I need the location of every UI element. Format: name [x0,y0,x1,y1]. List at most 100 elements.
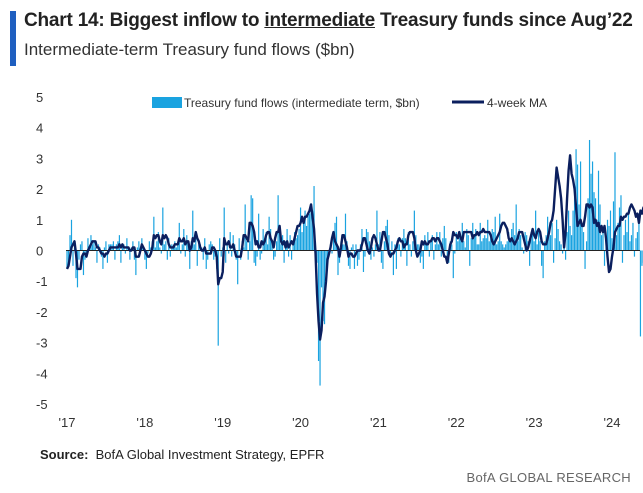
flow-bar [210,241,212,251]
flow-bar [320,250,323,288]
flow-bar [398,244,400,251]
y-tick-label: 0 [36,244,43,259]
flow-bar [274,250,276,257]
flow-bar [243,247,245,251]
x-tick-label: '21 [370,415,387,430]
flow-bar [118,235,120,251]
flow-bar [490,238,492,251]
flow-bar [382,250,384,269]
flow-bar [503,247,505,251]
flow-bar [376,210,378,251]
flow-bar [618,207,621,251]
flow-bar [276,241,278,251]
ma-line [65,154,643,341]
flow-bar [554,238,556,251]
flow-bar [296,235,299,251]
flow-bar [302,222,305,251]
flow-bar [632,222,634,251]
flow-bar [578,204,580,251]
flow-bar [232,235,234,251]
flow-bar [228,250,230,254]
flow-bar [301,232,303,251]
flow-bar [207,250,209,260]
flow-bar [413,210,415,251]
flow-bar [606,219,609,251]
chart-title: Chart 14: Biggest inflow to intermediate… [24,10,633,32]
flow-bar [121,244,123,251]
flow-bar [262,229,264,251]
flow-bar [374,244,377,251]
flow-bar [383,241,386,251]
flow-bar [410,250,412,257]
flow-bar [126,238,128,251]
flow-bar [585,241,588,251]
flow-bar [319,250,321,386]
flow-bar [87,238,89,251]
flow-bar [579,161,582,251]
y-tick-label: -5 [36,397,48,412]
flow-bar [81,241,83,251]
flow-bar [120,250,122,263]
flow-bar [481,241,483,251]
flow-bar [91,244,94,251]
y-tick-label: 1 [36,213,43,228]
flow-bar [102,250,104,269]
flow-bar [452,250,454,279]
flow-bar [521,247,523,251]
flow-bar [582,232,585,251]
flow-bar [160,250,162,254]
title-accent-bar [10,11,16,66]
flow-bar [485,238,487,251]
flow-bar [548,232,550,251]
flow-bar [353,250,356,269]
flow-bar [615,235,618,251]
flow-bar [496,244,498,251]
flow-bar [166,250,168,260]
flow-bar [561,250,564,254]
flow-bar [103,247,106,251]
flow-bar [148,241,150,251]
flow-bar [612,201,615,251]
flow-bar [409,244,411,251]
flow-bar [105,241,107,251]
flow-bar [154,247,156,251]
flow-bar [635,238,637,251]
flow-bar [451,244,453,251]
flow-bar [418,244,420,251]
flow-bar [484,235,486,251]
flow-bar [249,241,251,251]
flow-bar [602,229,604,251]
flow-bar [196,250,198,266]
flow-bar [124,250,126,254]
flow-bar [202,250,204,260]
flow-bar [135,250,137,276]
flow-bar [506,241,508,251]
flow-bar [255,250,257,266]
flow-bar [394,244,396,251]
flow-bar [175,247,177,251]
flow-bar [529,250,531,266]
flow-bar [406,250,408,266]
flow-bar [623,235,625,251]
flow-bar [603,250,606,266]
x-tick-label: '19 [214,415,231,430]
flow-bar [153,216,155,251]
y-tick-label: 5 [36,90,43,105]
flow-bar [72,250,74,266]
flow-bar [286,229,288,251]
flow-bar [617,222,619,251]
flow-bar [421,250,423,257]
flow-bar [316,250,318,263]
flow-bar [427,232,429,251]
flow-bar [627,213,630,251]
flow-bar [588,139,591,251]
flow-bar [638,213,640,251]
flow-bar [639,250,642,337]
flow-bar [162,207,164,251]
flow-bar [508,232,510,251]
flow-bar [258,213,260,251]
flow-bar [567,210,570,251]
flow-bar [479,222,481,251]
flow-bar [416,244,418,251]
flow-bar [445,238,447,251]
